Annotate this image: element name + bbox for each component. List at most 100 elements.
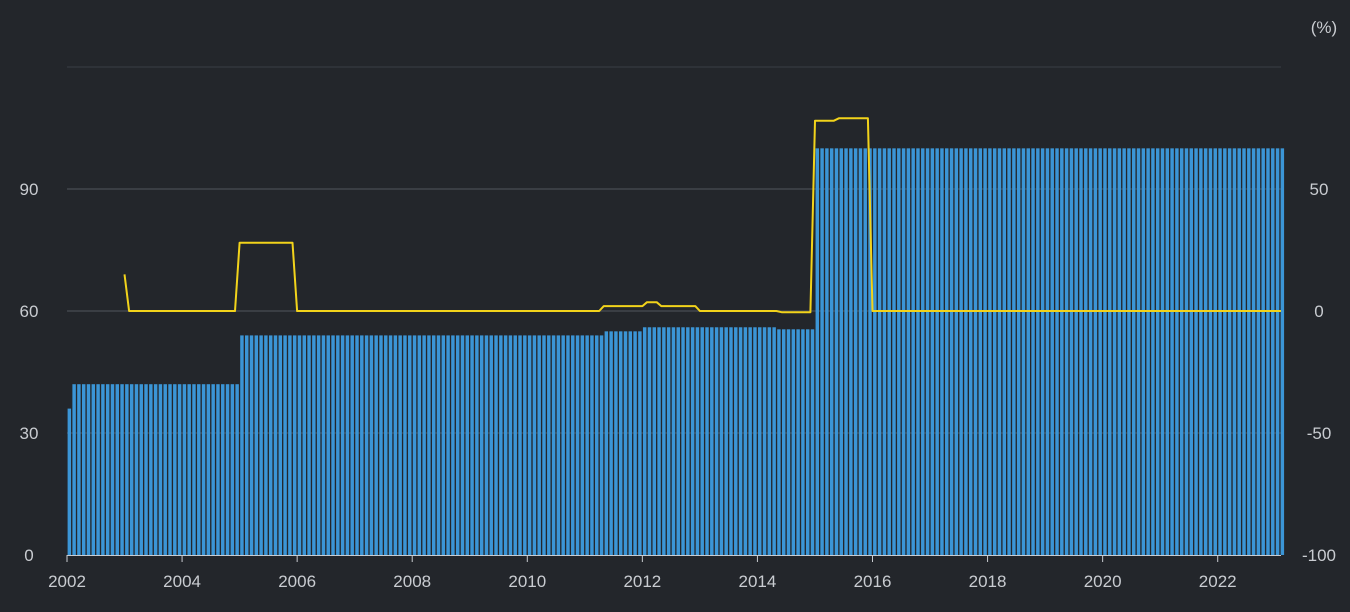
y-right-tick-label: 50 bbox=[1310, 180, 1329, 199]
bar bbox=[67, 408, 72, 555]
bar bbox=[302, 335, 306, 555]
bar bbox=[230, 384, 235, 555]
bar bbox=[532, 335, 537, 555]
bar bbox=[1031, 148, 1035, 556]
bar bbox=[422, 335, 426, 555]
bar bbox=[949, 148, 954, 556]
bar bbox=[1127, 148, 1131, 556]
bar bbox=[786, 329, 791, 555]
x-tick-label: 2012 bbox=[623, 572, 661, 591]
bar bbox=[599, 335, 604, 555]
bar bbox=[623, 331, 628, 555]
bar bbox=[1280, 148, 1285, 556]
bar bbox=[393, 335, 398, 555]
x-tick-label: 2022 bbox=[1199, 572, 1237, 591]
bar bbox=[738, 327, 743, 555]
bar bbox=[820, 148, 824, 556]
bar bbox=[945, 148, 949, 556]
bar bbox=[566, 335, 570, 555]
bar bbox=[1036, 148, 1040, 556]
bar bbox=[695, 327, 700, 555]
bar bbox=[935, 148, 939, 556]
x-tick-label: 2004 bbox=[163, 572, 201, 591]
bar bbox=[729, 327, 733, 555]
bar bbox=[297, 335, 302, 555]
bar bbox=[1155, 148, 1160, 556]
bar bbox=[1189, 148, 1193, 556]
bar bbox=[163, 384, 167, 555]
bar bbox=[153, 384, 158, 555]
bar bbox=[312, 335, 316, 555]
bar bbox=[901, 148, 906, 556]
bar bbox=[1165, 148, 1170, 556]
bar bbox=[1160, 148, 1165, 556]
change-line bbox=[123, 117, 1281, 314]
bar bbox=[1108, 148, 1112, 556]
bar bbox=[436, 335, 441, 555]
bar bbox=[1237, 148, 1241, 556]
bar bbox=[134, 384, 139, 555]
bar bbox=[211, 384, 215, 555]
right-axis-unit-label: (%) bbox=[1311, 18, 1337, 37]
bar bbox=[748, 327, 752, 555]
bar bbox=[408, 335, 412, 555]
x-tick-label: 2010 bbox=[508, 572, 546, 591]
bar bbox=[877, 148, 882, 556]
bar bbox=[508, 335, 513, 555]
bar bbox=[105, 384, 110, 555]
x-tick-label: 2006 bbox=[278, 572, 316, 591]
bar bbox=[1098, 148, 1102, 556]
bar bbox=[292, 335, 297, 555]
x-tick-label: 2014 bbox=[739, 572, 777, 591]
bar bbox=[177, 384, 182, 555]
bar bbox=[542, 335, 546, 555]
bar bbox=[115, 384, 119, 555]
bar bbox=[225, 384, 230, 555]
bar bbox=[523, 335, 527, 555]
bar bbox=[810, 329, 815, 555]
bar bbox=[441, 335, 446, 555]
bar bbox=[360, 335, 364, 555]
bar bbox=[657, 327, 661, 555]
bar bbox=[734, 327, 738, 555]
bar bbox=[1194, 148, 1198, 556]
bar bbox=[398, 335, 402, 555]
bar bbox=[427, 335, 431, 555]
bar bbox=[173, 384, 177, 555]
bar bbox=[690, 327, 695, 555]
bar bbox=[829, 148, 834, 556]
bar bbox=[149, 384, 153, 555]
bar bbox=[412, 335, 417, 555]
bar bbox=[259, 335, 263, 555]
bar bbox=[781, 329, 786, 555]
bar bbox=[110, 384, 115, 555]
bar bbox=[1175, 148, 1179, 556]
bar bbox=[1002, 148, 1007, 556]
bar bbox=[86, 384, 91, 555]
bar bbox=[1227, 148, 1232, 556]
bar bbox=[1084, 148, 1088, 556]
bar bbox=[671, 327, 676, 555]
bar bbox=[992, 148, 997, 556]
bar bbox=[1247, 148, 1251, 556]
bar bbox=[753, 327, 757, 555]
bar bbox=[681, 327, 685, 555]
bar bbox=[249, 335, 254, 555]
bar bbox=[940, 148, 944, 556]
bar bbox=[489, 335, 493, 555]
bar bbox=[465, 335, 470, 555]
bar bbox=[120, 384, 124, 555]
bar bbox=[144, 384, 148, 555]
bar bbox=[417, 335, 422, 555]
bar bbox=[1040, 148, 1045, 556]
bar bbox=[767, 327, 772, 555]
bar bbox=[278, 335, 283, 555]
bar bbox=[618, 331, 623, 555]
bar bbox=[580, 335, 585, 555]
bar bbox=[1016, 148, 1021, 556]
bar bbox=[1093, 148, 1098, 556]
bar bbox=[642, 327, 647, 555]
bar bbox=[777, 329, 781, 555]
bar bbox=[221, 384, 225, 555]
bar bbox=[1122, 148, 1126, 556]
